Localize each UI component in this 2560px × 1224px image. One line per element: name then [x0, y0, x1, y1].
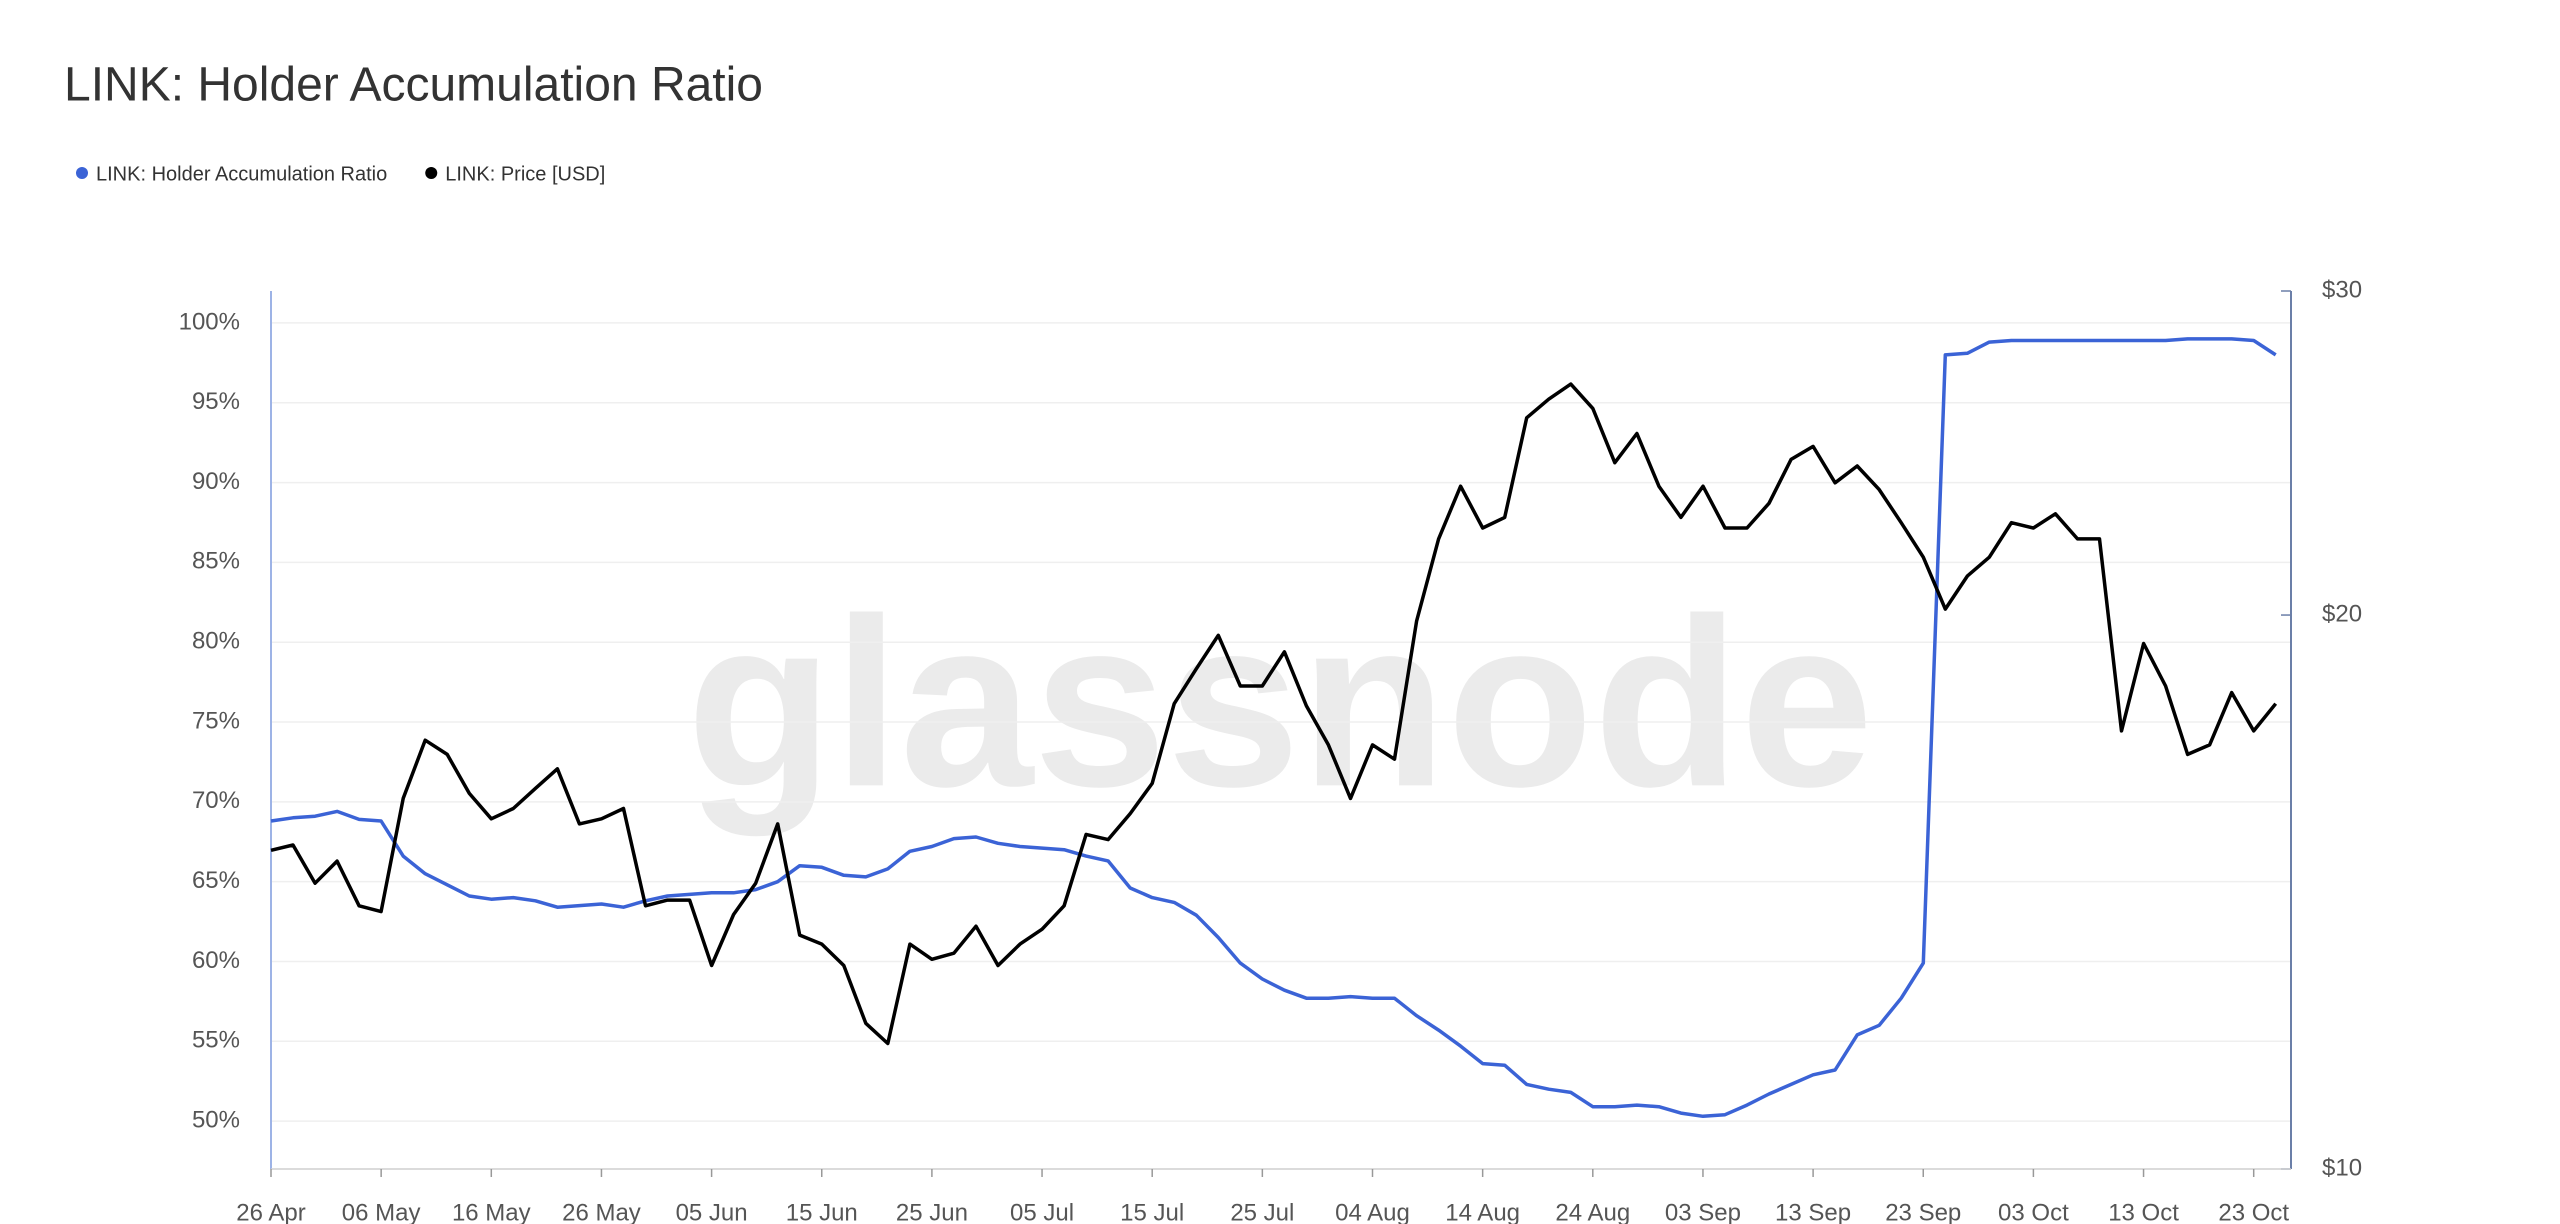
series-line [270, 337, 2277, 1119]
x-tick-label: 13 Sep [1775, 1199, 1851, 1224]
x-tick-label: 05 Jul [1010, 1199, 1074, 1224]
y-tick-label: 80% [192, 628, 240, 655]
y2-tick-label: $30 [2322, 276, 2362, 303]
watermark: glassnode [687, 568, 1874, 836]
y-tick-label: 85% [192, 548, 240, 575]
x-tick-label: 15 Jun [786, 1199, 858, 1224]
x-tick-label: 26 Apr [236, 1199, 305, 1224]
y-tick-label: 70% [192, 787, 240, 814]
y-tick-label: 60% [192, 947, 240, 974]
y-tick-label: 90% [192, 468, 240, 495]
legend-marker [76, 167, 88, 179]
x-tick-label: 26 May [562, 1199, 641, 1224]
legend-label: LINK: Holder Accumulation Ratio [96, 163, 387, 185]
legend-label: LINK: Price [USD] [445, 163, 605, 185]
x-tick-label: 25 Jun [896, 1199, 968, 1224]
y-tick-label: 65% [192, 867, 240, 894]
y-tick-label: 55% [192, 1027, 240, 1054]
chart-title: LINK: Holder Accumulation Ratio [64, 59, 763, 112]
y-tick-label: 50% [192, 1106, 240, 1133]
y2-tick-label: $20 [2322, 600, 2362, 627]
x-tick-label: 03 Oct [1998, 1199, 2069, 1224]
y-tick-label: 75% [192, 707, 240, 734]
x-tick-label: 16 May [452, 1199, 531, 1224]
x-tick-label: 23 Sep [1885, 1199, 1961, 1224]
x-tick-label: 15 Jul [1120, 1199, 1184, 1224]
x-tick-label: 14 Aug [1445, 1199, 1520, 1224]
series-line [270, 382, 2278, 1046]
x-tick-label: 06 May [342, 1199, 421, 1224]
x-tick-label: 03 Sep [1665, 1199, 1741, 1224]
y-tick-label: 100% [179, 308, 240, 335]
y-tick-label: 95% [192, 388, 240, 415]
x-tick-label: 05 Jun [676, 1199, 748, 1224]
x-tick-label: 23 Oct [2218, 1199, 2289, 1224]
x-tick-label: 13 Oct [2108, 1199, 2179, 1224]
x-tick-label: 04 Aug [1335, 1199, 1410, 1224]
x-tick-label: 25 Jul [1230, 1199, 1294, 1224]
legend-marker [425, 167, 438, 179]
x-tick-label: 24 Aug [1555, 1199, 1630, 1224]
y2-tick-label: $10 [2322, 1154, 2362, 1181]
